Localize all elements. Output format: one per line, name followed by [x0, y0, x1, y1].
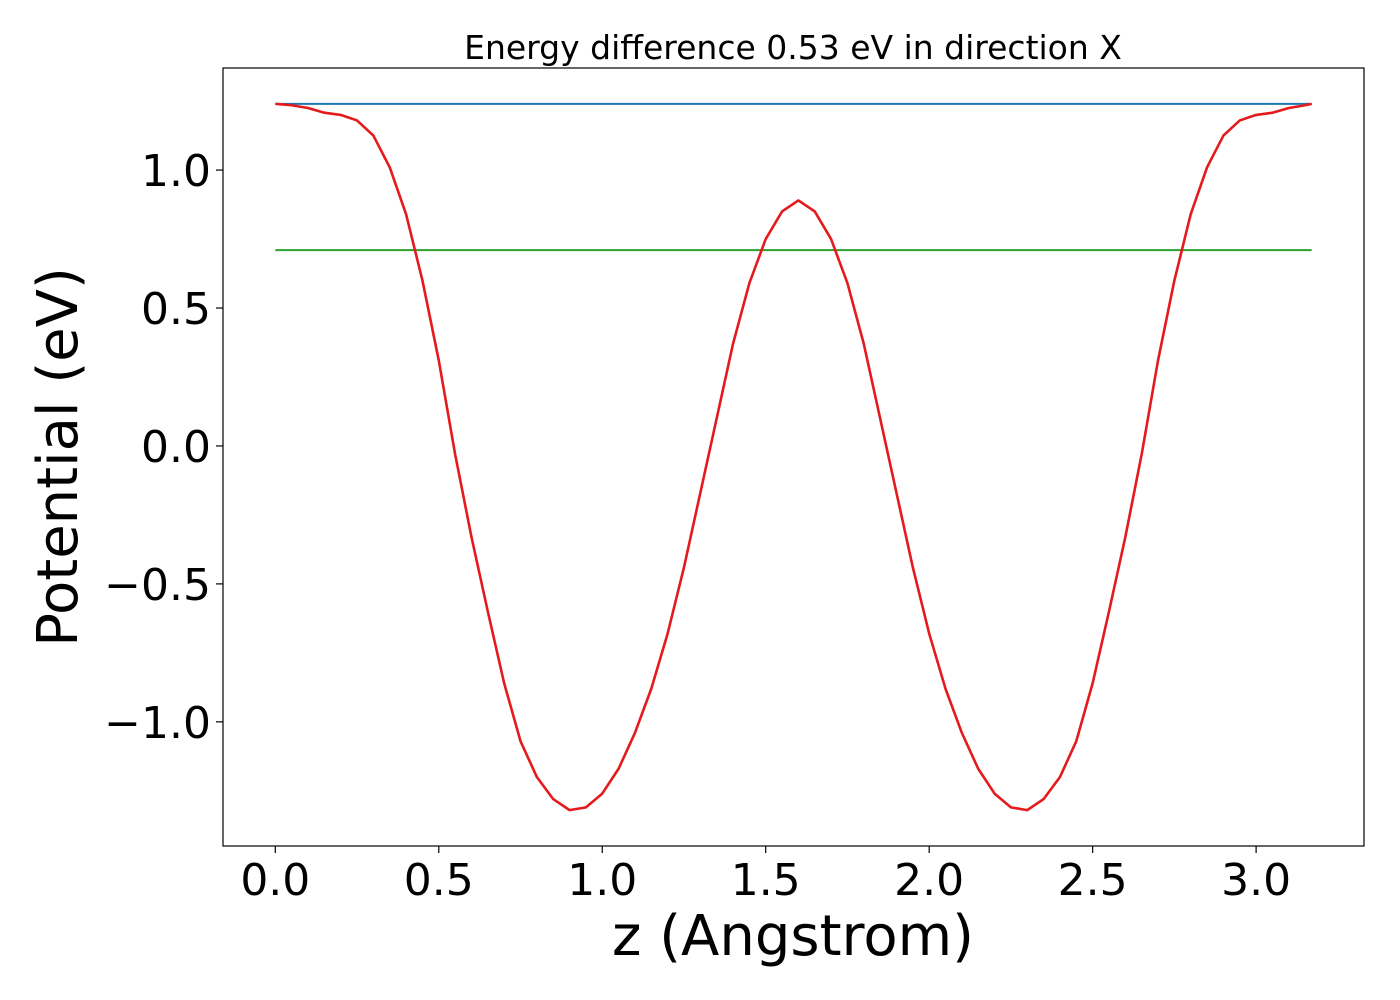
y-tick-label: −1.0: [104, 698, 211, 749]
y-tick-label: 1.0: [141, 146, 211, 197]
y-axis-title: Potential (eV): [26, 267, 91, 647]
x-tick-label: 0.5: [404, 855, 474, 906]
y-tick-label: 0.0: [141, 422, 211, 473]
series-layer: [275, 102, 1312, 812]
x-tick-label: 0.0: [240, 855, 310, 906]
chart-title: Energy difference 0.53 eV in direction X: [464, 28, 1122, 67]
x-tick-label: 3.0: [1221, 855, 1291, 906]
y-tick-label: −0.5: [104, 560, 211, 611]
plot-frame: [222, 67, 1365, 847]
plot-area: [223, 68, 1364, 846]
x-tick-label: 1.5: [731, 855, 801, 906]
y-tick-label: 0.5: [141, 284, 211, 335]
x-tick-label: 2.5: [1058, 855, 1128, 906]
y-axis: 1.0 0.5 0.0 −0.5 −1.0: [104, 146, 223, 749]
x-tick-label: 2.0: [894, 855, 964, 906]
series-line-3: [275, 102, 1312, 812]
x-axis-title: z (Angstrom): [612, 904, 974, 969]
x-tick-label: 1.0: [567, 855, 637, 906]
x-axis: 0.0 0.5 1.0 1.5 2.0 2.5 3.0: [240, 846, 1291, 906]
